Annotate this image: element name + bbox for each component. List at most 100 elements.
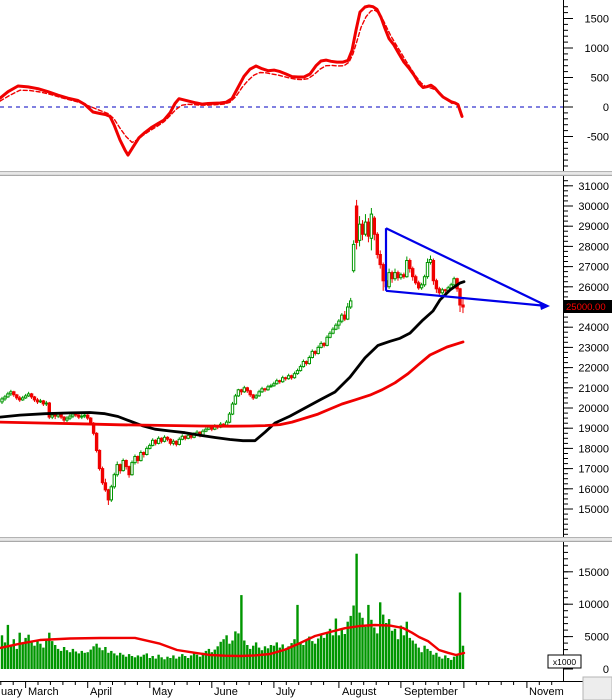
month-label: July — [276, 686, 296, 698]
candle-body — [23, 395, 28, 399]
bottom-axis: uary March April May June July August September… — [0, 681, 583, 698]
month-label: June — [214, 686, 238, 698]
panel-splitter-top[interactable] — [0, 171, 612, 176]
candle-body — [281, 377, 285, 383]
volume-bar — [272, 645, 276, 669]
volume-bar — [249, 648, 252, 669]
candle-body — [230, 403, 235, 415]
candle-body — [278, 380, 282, 383]
volume-bar — [355, 553, 358, 669]
volume-bar — [169, 658, 172, 669]
month-label: August — [342, 686, 376, 698]
volume-bar — [275, 642, 278, 669]
indicator-signal — [0, 9, 453, 144]
candle-body — [26, 393, 31, 397]
volume-bar — [101, 650, 104, 669]
volume-bar — [343, 634, 346, 669]
candle-body — [83, 414, 87, 417]
volume-bar — [252, 645, 255, 669]
candle-body — [328, 332, 332, 338]
candle-body — [0, 398, 4, 403]
volume-bar — [411, 640, 414, 669]
candle-body — [236, 389, 241, 397]
candle-body — [363, 221, 368, 235]
candle-body — [254, 395, 258, 399]
candle-body — [124, 460, 128, 468]
axis-label: 500 — [591, 73, 609, 85]
volume-bar — [429, 650, 432, 669]
axis-label: 31000 — [578, 181, 609, 193]
candle-body — [103, 482, 108, 491]
candle-body — [53, 414, 57, 417]
candle-body — [62, 416, 66, 421]
candle-body — [80, 415, 84, 418]
volume-bar — [340, 629, 343, 669]
volume-bar — [92, 646, 95, 669]
candle-body — [151, 439, 155, 446]
candle-body — [38, 400, 43, 403]
volume-bar — [293, 639, 296, 669]
candle-body — [393, 272, 397, 280]
volume-bar — [399, 625, 403, 669]
candle-body — [269, 385, 273, 388]
volume-bar — [417, 647, 420, 669]
candle-body — [298, 366, 303, 372]
month-label: May — [152, 686, 173, 698]
candle-body — [29, 393, 34, 398]
volume-bar — [414, 643, 417, 669]
candle-body — [366, 221, 371, 237]
volume-bar — [246, 645, 249, 669]
corner-panel — [582, 676, 612, 700]
candle-body — [204, 428, 208, 432]
candle-body — [340, 314, 344, 322]
volume-bar — [441, 658, 444, 669]
candle-body — [9, 391, 13, 395]
candle-body — [357, 223, 362, 241]
candle-body — [71, 413, 75, 417]
volume-bar — [364, 626, 367, 669]
candle-body — [428, 259, 433, 263]
candle-body — [32, 396, 37, 401]
volume-bar — [30, 642, 33, 669]
candle-body — [251, 394, 255, 399]
volume-bar — [423, 645, 426, 669]
volume-bar — [361, 617, 364, 669]
candle-body — [248, 390, 252, 396]
volume-bar — [296, 604, 299, 669]
candle-body — [378, 254, 382, 266]
axis-label: 17000 — [578, 464, 609, 476]
volume-bar — [435, 652, 438, 669]
candle-body — [346, 306, 350, 320]
volume-bar — [77, 653, 80, 669]
volume-bar — [39, 643, 42, 669]
volume-bar — [319, 634, 323, 669]
candle-body — [272, 383, 276, 387]
axis-label: 1000 — [585, 43, 609, 55]
candle-body — [165, 436, 170, 440]
volume-bar — [24, 637, 27, 669]
month-label: March — [28, 686, 59, 698]
volume-bar — [302, 645, 305, 669]
candle-body — [390, 272, 394, 280]
candle-body — [399, 274, 403, 279]
volume-bar — [95, 643, 98, 669]
volume-bar — [311, 641, 314, 669]
candle-body — [239, 389, 244, 393]
volume-bar — [390, 630, 394, 669]
panel-splitter-bottom[interactable] — [0, 537, 612, 542]
volume-bar — [402, 635, 406, 669]
volume-bar — [207, 648, 211, 669]
volume-bar — [127, 654, 131, 669]
volume-bar — [18, 632, 21, 669]
candle-body — [349, 300, 353, 308]
axis-label: 28000 — [578, 241, 609, 253]
candle-body — [142, 452, 146, 455]
volume-bar — [68, 652, 72, 669]
month-label: April — [90, 686, 112, 698]
candle-body — [337, 320, 341, 326]
volume-bar — [113, 653, 116, 669]
axis-label: 5000 — [585, 632, 609, 644]
volume-bar — [198, 656, 202, 669]
candle-body — [419, 284, 424, 289]
axis-label: 16000 — [578, 484, 609, 496]
